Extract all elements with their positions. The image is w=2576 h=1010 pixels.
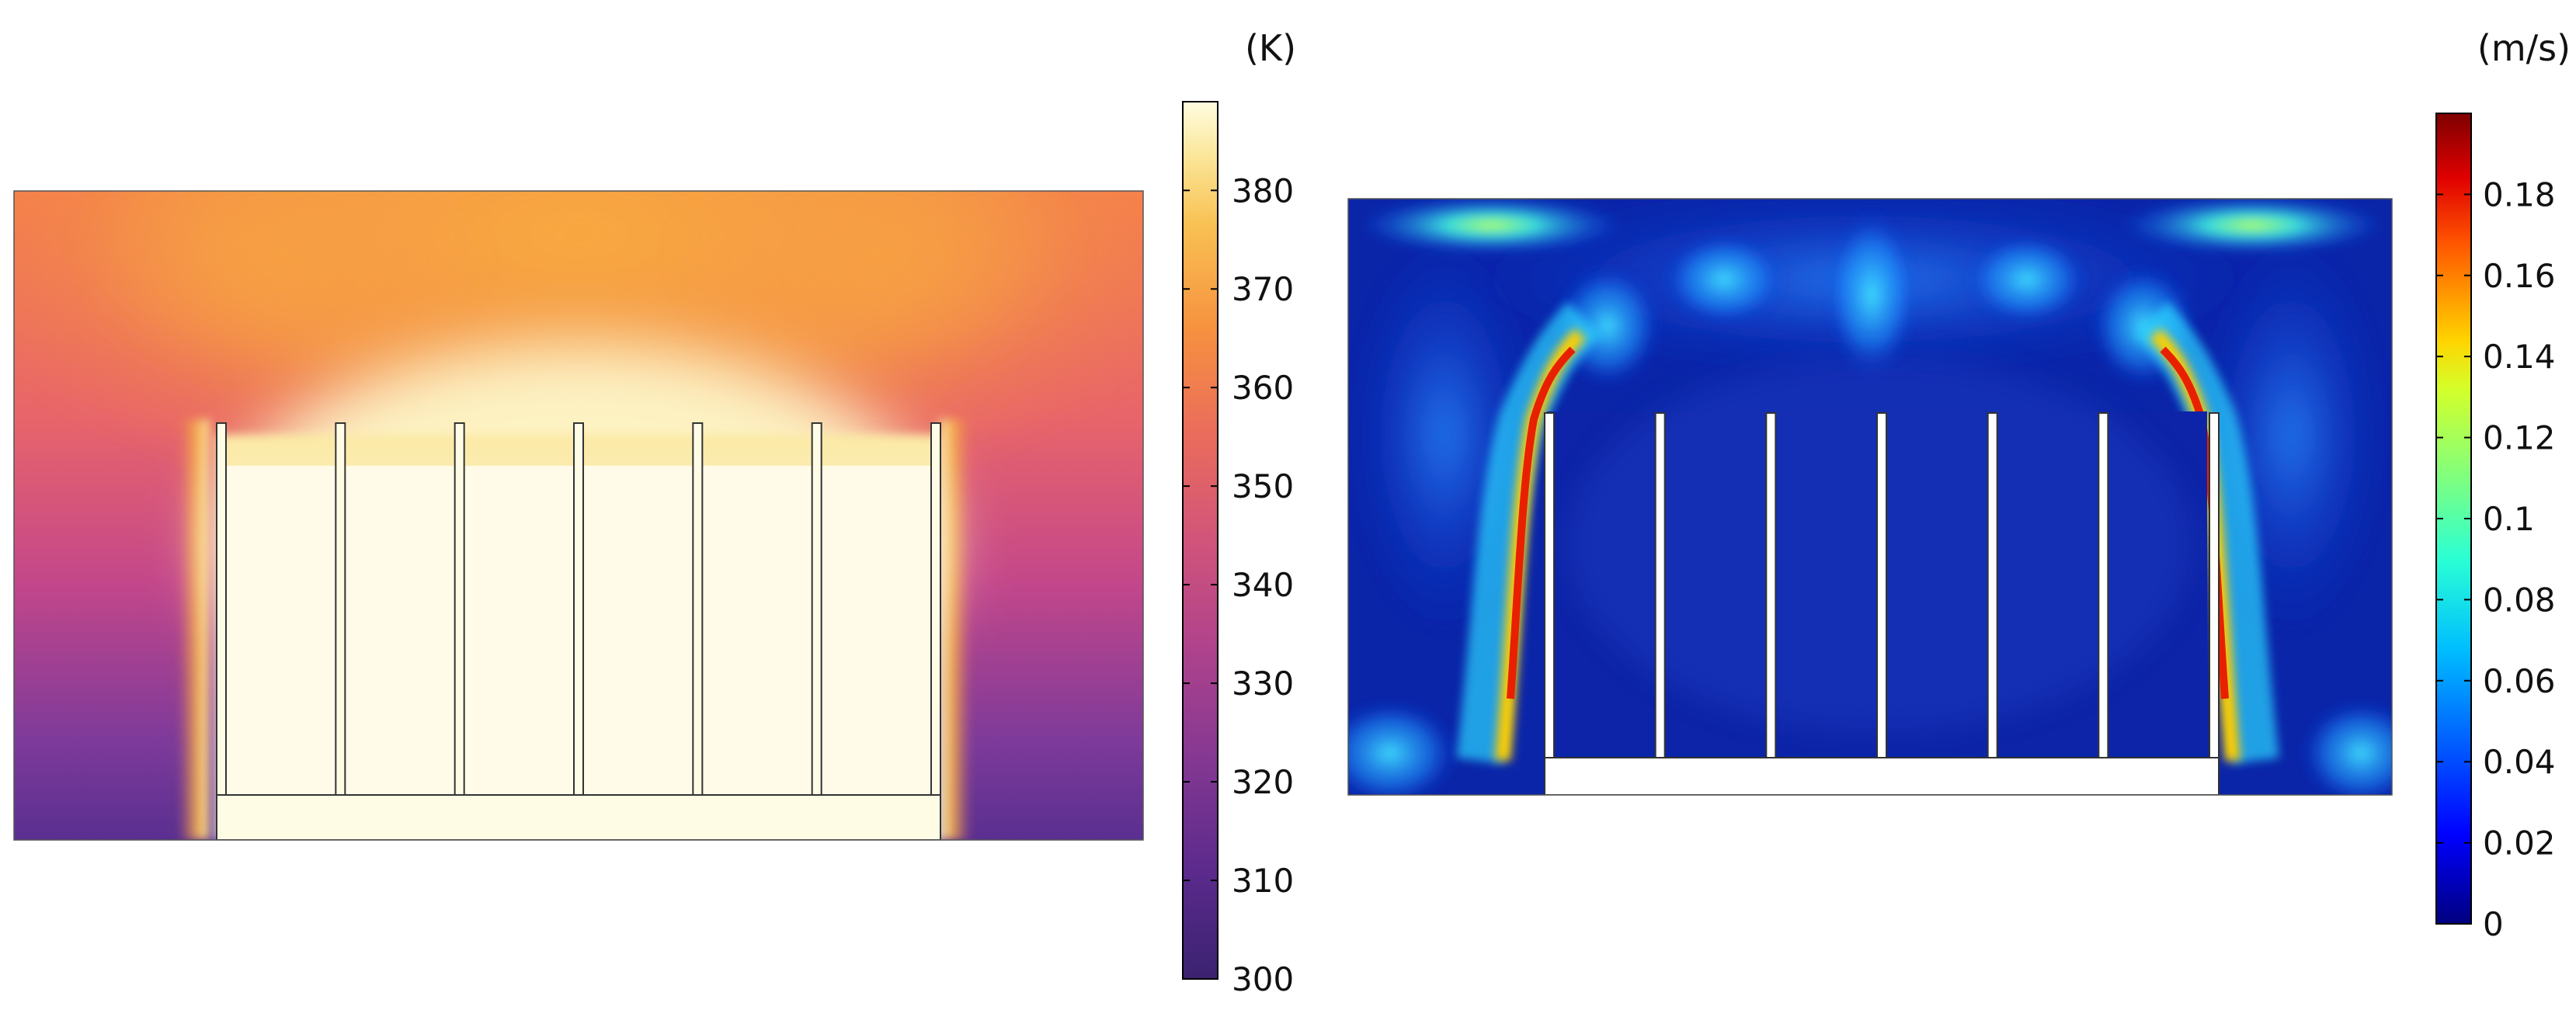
temperature-sink-fin — [811, 422, 822, 796]
temperature-colorbar: (K) 300 310 320 330 340 350 360 370 380 — [1182, 27, 1296, 998]
velocity-sink-fin — [1765, 412, 1777, 758]
velocity-sink-fin — [2098, 412, 2109, 758]
temperature-sink-fin — [692, 422, 704, 796]
velocity-tick-label: 0.12 — [2483, 419, 2556, 457]
velocity-sink-fin — [1544, 412, 1555, 758]
temperature-sink-fin — [454, 422, 465, 796]
temperature-sink-fin — [335, 422, 346, 796]
velocity-sink-fin — [1987, 412, 1998, 758]
velocity-colorbar: (m/s) 0 0.02 0.04 0.06 0.08 0.1 0.12 0.14 0.16 0.… — [2435, 27, 2571, 943]
temperature-field — [14, 191, 1143, 840]
temperature-unit-label: (K) — [1245, 27, 1296, 69]
velocity-tick-label: 0.02 — [2483, 824, 2556, 862]
temperature-tick-label: 300 — [1232, 960, 1294, 998]
velocity-tick-label: 0 — [2483, 905, 2504, 943]
velocity-tick-label: 0.14 — [2483, 338, 2556, 376]
temperature-sink-base — [216, 794, 941, 840]
temperature-tick-label: 360 — [1232, 369, 1294, 407]
temperature-tick-label: 310 — [1232, 862, 1294, 900]
temperature-sink-fin — [573, 422, 584, 796]
temperature-tick-label: 320 — [1232, 763, 1294, 801]
velocity-tick-label: 0.18 — [2483, 175, 2556, 213]
heat-sink — [216, 422, 941, 840]
temperature-tick-label: 350 — [1232, 467, 1294, 505]
velocity-field — [1348, 199, 2392, 795]
heat-sink-outline — [1544, 412, 2220, 795]
velocity-plot — [1347, 198, 2393, 796]
velocity-tick-label: 0.06 — [2483, 662, 2556, 700]
velocity-sink-fin — [1654, 412, 1666, 758]
temperature-colorbar-gradient — [1182, 101, 1218, 980]
velocity-tick-label: 0.1 — [2483, 500, 2535, 538]
temperature-tick-label: 340 — [1232, 566, 1294, 604]
velocity-tick-label: 0.04 — [2483, 743, 2556, 781]
velocity-sink-base — [1544, 757, 2220, 795]
temperature-plot — [13, 190, 1144, 841]
velocity-unit-label: (m/s) — [2477, 27, 2571, 69]
temperature-tick-label: 380 — [1232, 172, 1294, 210]
velocity-tick-label: 0.16 — [2483, 257, 2556, 295]
temperature-tick-label: 330 — [1232, 665, 1294, 703]
temperature-sink-fin — [930, 422, 941, 796]
temperature-sink-fin — [216, 422, 227, 796]
temperature-tick-label: 370 — [1232, 270, 1294, 308]
velocity-colorbar-ticks: 0 0.02 0.04 0.06 0.08 0.1 0.12 0.14 0.16 0.18 — [2436, 175, 2556, 943]
velocity-sink-fin — [1876, 412, 1887, 758]
velocity-tick-label: 0.08 — [2483, 581, 2556, 619]
velocity-sink-fin — [2209, 412, 2220, 758]
temperature-colorbar-ticks: 300 310 320 330 340 350 360 370 380 — [1183, 172, 1294, 998]
